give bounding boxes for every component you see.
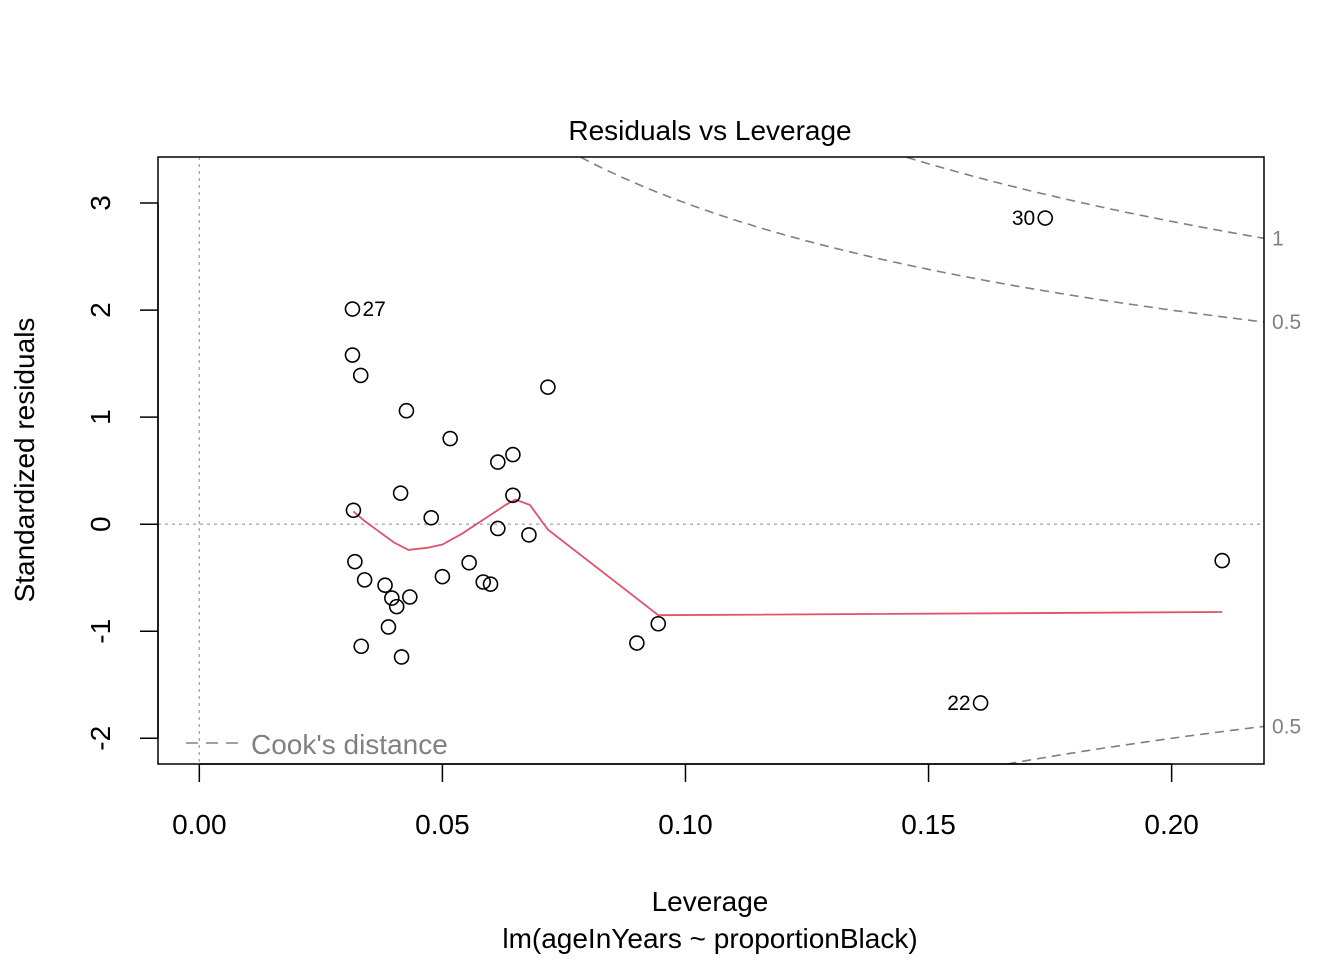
y-axis: -2 -1 0 1 2 3 (85, 195, 159, 751)
y-tick-label: 1 (85, 409, 116, 425)
plot-frame (157, 156, 1265, 765)
data-point (490, 520, 506, 537)
x-tick-label: 0.15 (901, 809, 956, 840)
data-point (629, 635, 645, 651)
chart-subtitle: lm(ageInYears ~ proportionBlack) (502, 923, 917, 954)
data-point (356, 572, 373, 588)
y-axis-title: Standardized residuals (9, 318, 40, 603)
data-point (521, 527, 537, 543)
data-point (388, 598, 405, 615)
data-point (384, 590, 400, 606)
cooks-curve-lower-0.5 (1007, 725, 1265, 765)
y-tick-label: 2 (85, 302, 116, 318)
point-label: 27 (362, 298, 385, 321)
data-point (475, 574, 492, 590)
data-point (650, 615, 667, 632)
data-point (398, 402, 415, 419)
data-point (505, 446, 521, 463)
cooks-distance-curves (580, 156, 1265, 765)
smoother-line (352, 498, 1223, 617)
point-label: 22 (947, 692, 970, 715)
y-tick-label: 3 (85, 195, 116, 211)
smoother-layer (352, 498, 1223, 617)
x-axis-title: Leverage (652, 886, 769, 917)
y-tick-label: 0 (85, 516, 116, 532)
legend: Cook's distance (186, 729, 448, 760)
cooks-curve-upper-1 (906, 156, 1265, 240)
cooks-level-label: 0.5 (1272, 715, 1301, 738)
data-point (344, 347, 361, 363)
data-point (434, 568, 451, 585)
data-point (377, 577, 393, 594)
point-label: 30 (1012, 207, 1035, 230)
chart-title: Residuals vs Leverage (568, 115, 851, 146)
y-tick-label: -2 (85, 726, 116, 751)
data-point (347, 553, 363, 570)
data-point (442, 430, 458, 447)
cooks-level-label: 0.5 (1272, 311, 1301, 334)
cooks-curve-upper-0.5 (580, 156, 1265, 323)
data-point (482, 576, 499, 592)
cooks-distance-labels: 0.5 0.5 1 (1272, 227, 1301, 738)
data-point (461, 554, 477, 571)
point-labels: 27 30 22 (362, 207, 1035, 715)
data-point (344, 301, 361, 317)
data-point (352, 367, 369, 384)
data-point (540, 379, 556, 395)
x-tick-label: 0.10 (658, 809, 713, 840)
data-point (393, 649, 410, 665)
data-point (1037, 210, 1054, 226)
data-point (423, 509, 440, 526)
data-points (344, 210, 1230, 711)
data-point (353, 638, 370, 655)
x-axis: 0.00 0.05 0.10 0.15 0.20 (172, 763, 1199, 840)
data-point (392, 485, 409, 501)
reference-lines (158, 157, 1264, 764)
data-point (505, 487, 521, 504)
data-point (402, 589, 418, 605)
x-tick-label: 0.20 (1144, 809, 1199, 840)
data-point (1214, 552, 1230, 569)
x-tick-label: 0.05 (415, 809, 470, 840)
data-point (380, 619, 397, 635)
y-tick-label: -1 (85, 619, 116, 644)
x-tick-label: 0.00 (172, 809, 227, 840)
legend-label: Cook's distance (251, 729, 448, 760)
data-point (972, 695, 989, 711)
data-point (345, 502, 362, 519)
data-point (490, 454, 506, 470)
cooks-level-label: 1 (1272, 227, 1284, 250)
